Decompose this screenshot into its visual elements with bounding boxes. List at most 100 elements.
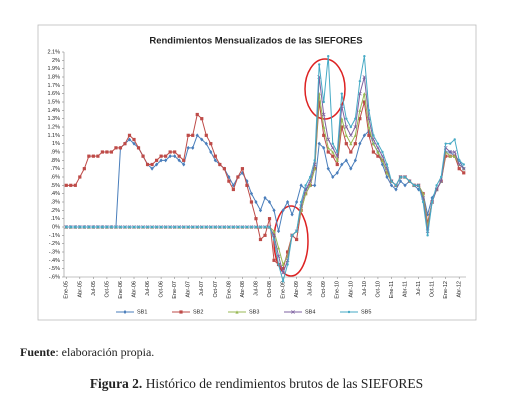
point <box>204 133 208 137</box>
point <box>123 310 127 314</box>
point <box>182 158 186 162</box>
point <box>317 100 321 104</box>
point <box>295 200 299 204</box>
point <box>358 141 362 146</box>
point <box>235 310 239 314</box>
point <box>250 225 253 229</box>
point <box>101 225 104 229</box>
point <box>313 159 316 162</box>
point <box>164 158 168 163</box>
point <box>412 184 416 187</box>
point <box>173 154 177 159</box>
chart: Rendimientos Mensualizados de las SIEFOR… <box>37 24 477 321</box>
point <box>335 170 339 175</box>
point <box>186 145 190 150</box>
point <box>182 225 185 229</box>
chart-title: Rendimientos Mensualizados de las SIEFOR… <box>149 36 362 47</box>
x-tick-label: Jul-07 <box>199 281 205 296</box>
point <box>322 100 325 104</box>
x-tick-label: Abr-07 <box>186 281 192 298</box>
x-tick-label: Ene-08 <box>226 281 232 299</box>
point <box>385 175 389 179</box>
point <box>358 79 362 83</box>
point <box>408 179 411 183</box>
point <box>344 133 348 137</box>
point <box>321 112 326 117</box>
point <box>348 133 353 138</box>
y-tick-label: 1.4% <box>47 108 60 114</box>
point <box>177 225 181 229</box>
point <box>281 267 285 271</box>
point <box>87 154 91 158</box>
point <box>462 163 465 166</box>
point <box>173 225 176 229</box>
x-tick-label: Abr-10 <box>348 281 354 298</box>
point <box>327 54 330 58</box>
y-tick-label: .4% <box>51 191 61 197</box>
point <box>367 133 371 137</box>
point <box>164 225 167 229</box>
y-tick-label: 1.9% <box>47 66 60 72</box>
y-tick-label: 1.2% <box>47 124 60 130</box>
y-tick-label: 1.7% <box>47 83 60 89</box>
x-tick-label: Oct-05 <box>104 281 110 298</box>
point <box>114 225 118 229</box>
point <box>349 150 353 154</box>
point <box>349 125 353 129</box>
point <box>335 158 339 162</box>
point <box>403 175 407 179</box>
point <box>254 200 258 204</box>
point <box>263 195 267 200</box>
point <box>141 225 145 229</box>
y-tick-label: .3% <box>51 199 61 205</box>
point <box>213 158 217 163</box>
point <box>376 150 380 154</box>
point <box>381 150 384 154</box>
x-tick-label: Jul-09 <box>308 281 314 296</box>
point <box>345 117 348 120</box>
point <box>168 154 172 159</box>
point <box>353 133 357 137</box>
point <box>119 225 122 229</box>
point <box>209 142 213 146</box>
point <box>448 142 452 145</box>
point <box>276 229 281 234</box>
point <box>326 166 330 171</box>
point <box>453 138 456 141</box>
point <box>173 150 177 154</box>
point <box>322 125 326 129</box>
point <box>371 142 376 146</box>
point <box>448 154 452 158</box>
point <box>249 200 254 204</box>
point <box>281 262 285 267</box>
point <box>285 250 290 254</box>
point <box>421 200 425 204</box>
point <box>218 162 222 167</box>
point <box>276 246 281 250</box>
point <box>168 150 172 154</box>
y-tick-label: .5% <box>51 183 61 189</box>
point <box>326 150 330 154</box>
point <box>367 125 371 129</box>
point <box>168 225 172 229</box>
point <box>458 159 461 162</box>
x-tick-label: Ene-12 <box>443 281 449 299</box>
point <box>272 229 276 233</box>
point <box>322 145 326 150</box>
point <box>195 133 199 138</box>
point <box>326 137 331 142</box>
point <box>358 117 362 121</box>
y-tick-label: -.5% <box>49 266 60 272</box>
point <box>277 263 280 266</box>
x-tick-label: Abr-11 <box>402 281 408 297</box>
y-tick-label: -.2% <box>49 241 60 247</box>
y-tick-label: .6% <box>51 174 61 180</box>
point <box>295 229 298 233</box>
point <box>318 63 321 66</box>
point <box>376 145 380 150</box>
point <box>74 225 77 229</box>
point <box>313 183 317 188</box>
source-note: Fuente: elaboración propia. <box>20 345 154 360</box>
x-tick-label: Oct-10 <box>375 281 381 298</box>
point <box>150 225 154 229</box>
